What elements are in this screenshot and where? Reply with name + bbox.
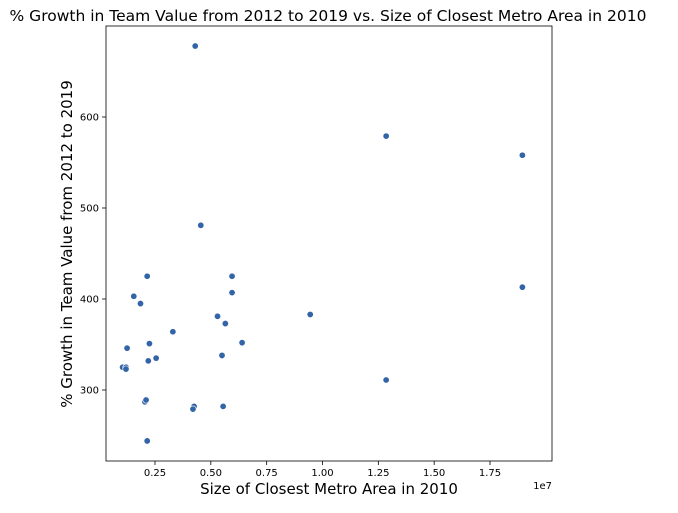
- x-axis-offset-label: 1e7: [533, 481, 552, 492]
- data-point: [169, 328, 177, 336]
- data-point: [122, 365, 130, 373]
- plot-area-frame: [105, 25, 553, 462]
- data-point: [228, 289, 236, 297]
- data-point: [518, 283, 526, 291]
- x-tick-label: 1.00: [311, 468, 333, 479]
- data-point: [142, 396, 150, 404]
- data-point: [152, 354, 160, 362]
- x-axis-label: Size of Closest Metro Area in 2010: [200, 480, 458, 498]
- data-point: [214, 312, 222, 320]
- data-point: [518, 151, 526, 159]
- data-point: [238, 339, 246, 347]
- data-point: [123, 344, 131, 352]
- data-point: [145, 340, 153, 348]
- data-point: [221, 320, 229, 328]
- x-tick-label: 0.25: [144, 468, 166, 479]
- y-axis-label: % Growth in Team Value from 2012 to 2019: [58, 80, 76, 408]
- data-point: [143, 272, 151, 280]
- data-point: [197, 221, 205, 229]
- data-point: [189, 405, 197, 413]
- x-tick-label: 0.75: [256, 468, 278, 479]
- x-tick-label: 1.75: [479, 468, 501, 479]
- y-tick-label: 400: [80, 295, 99, 306]
- data-point: [130, 292, 138, 300]
- x-tick-label: 1.25: [367, 468, 389, 479]
- data-points: [119, 42, 526, 445]
- data-point: [228, 272, 236, 280]
- y-tick-label: 600: [80, 113, 99, 124]
- data-point: [382, 376, 390, 384]
- data-point: [143, 437, 151, 445]
- data-point: [191, 42, 199, 50]
- y-axis-ticks: 300 400 500 600: [80, 113, 106, 397]
- data-point: [219, 402, 227, 410]
- chart-title: % Growth in Team Value from 2012 to 2019…: [10, 7, 647, 25]
- data-point: [382, 132, 390, 140]
- data-point: [136, 300, 144, 308]
- y-tick-label: 500: [80, 204, 99, 215]
- y-tick-label: 300: [80, 386, 99, 397]
- data-point: [144, 357, 152, 365]
- data-point: [306, 310, 314, 318]
- x-axis-ticks: 0.25 0.50 0.75 1.00 1.25 1.50 1.75: [144, 461, 501, 479]
- x-tick-label: 0.50: [200, 468, 222, 479]
- x-tick-label: 1.50: [423, 468, 445, 479]
- data-point: [218, 351, 226, 359]
